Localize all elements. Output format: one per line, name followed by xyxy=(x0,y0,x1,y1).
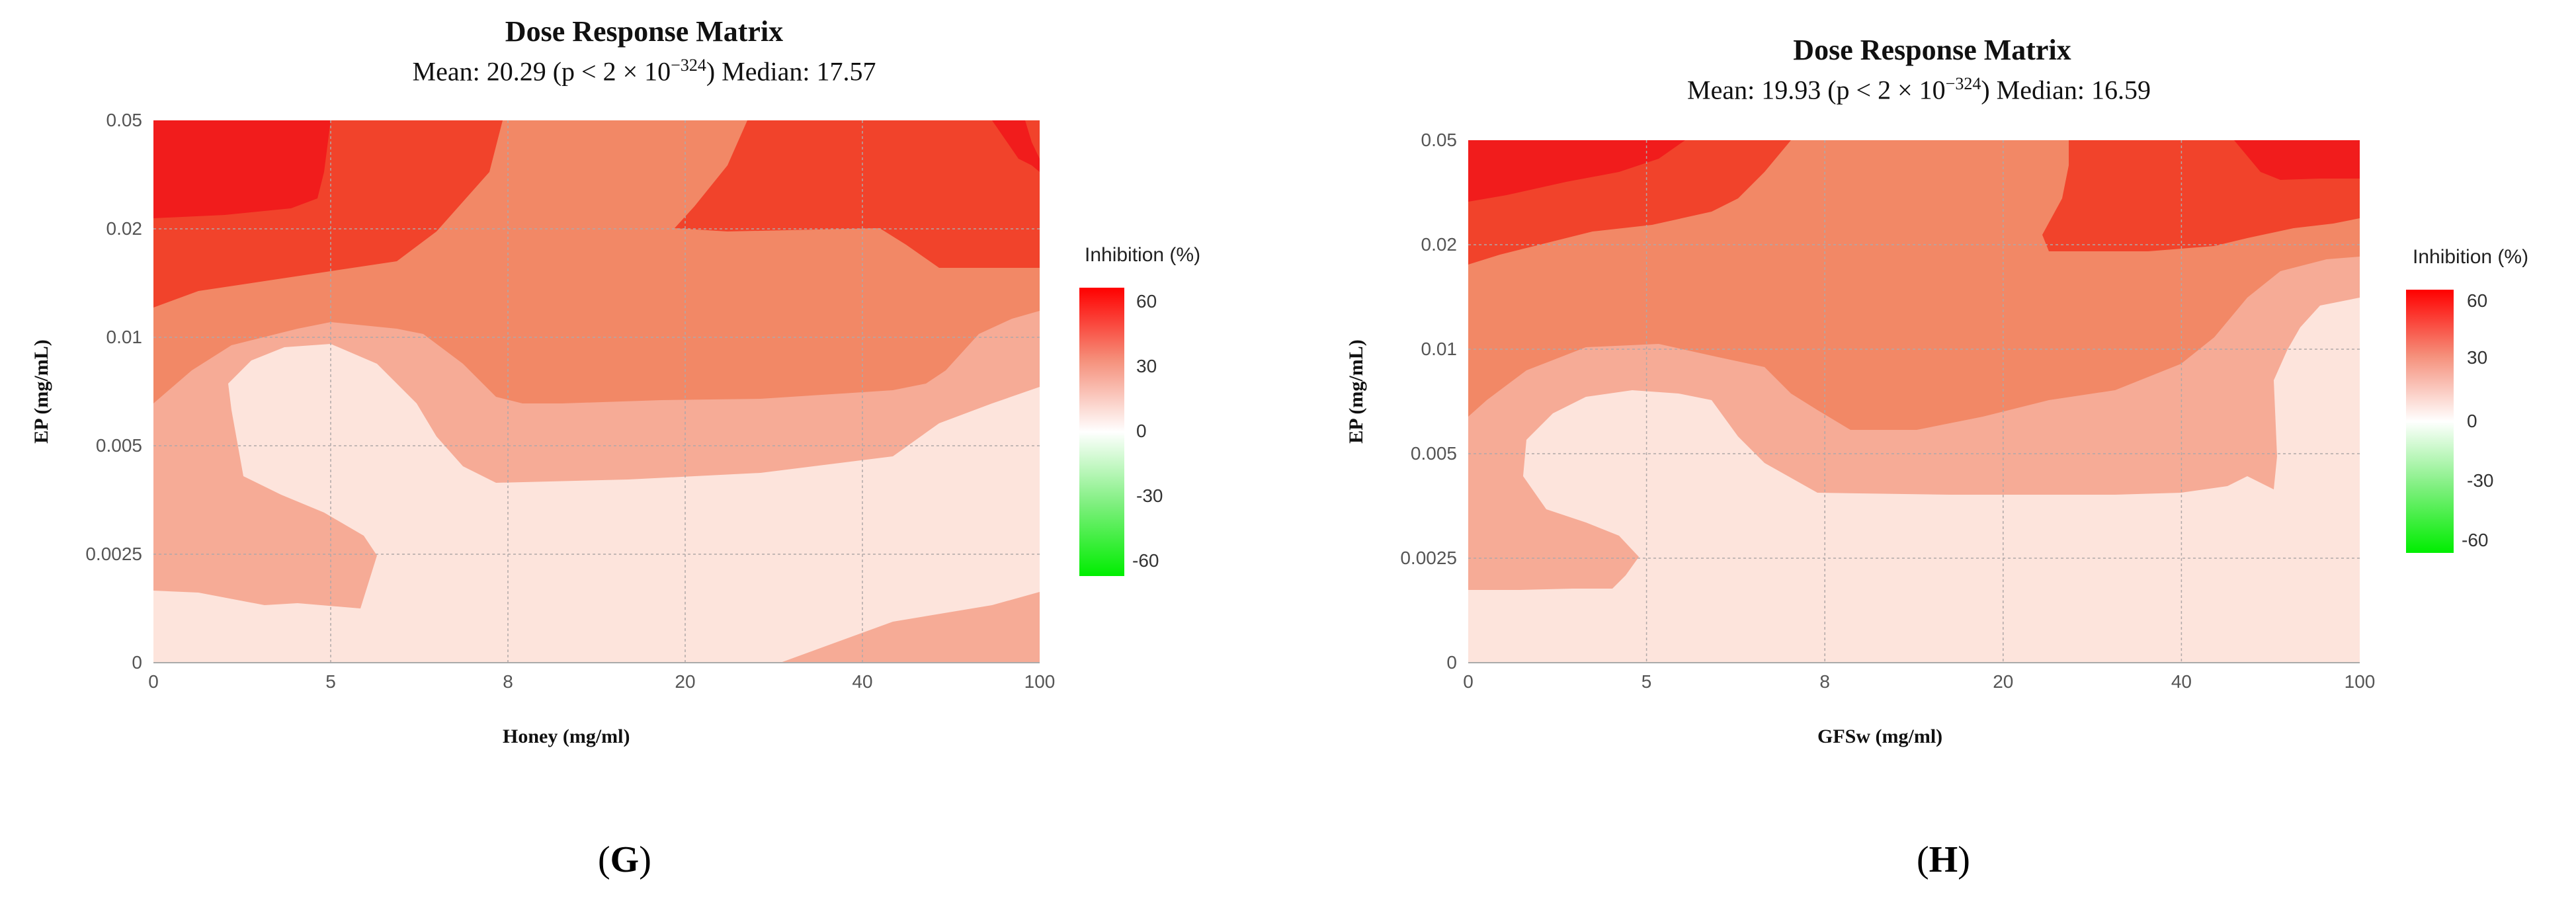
y-tick-labels: 0 0.0025 0.005 0.01 0.02 0.05 xyxy=(85,110,142,673)
x-axis-label: GFSw (mg/ml) xyxy=(1817,726,1942,747)
contour-regions xyxy=(153,120,1040,663)
y-tick: 0 xyxy=(1446,652,1457,673)
legend-tick: -60 xyxy=(2462,530,2488,550)
y-tick: 0 xyxy=(132,652,142,673)
y-tick: 0.05 xyxy=(1421,130,1458,150)
subtitle-median: ) Median: 17.57 xyxy=(706,56,876,87)
x-axis-label: Honey (mg/ml) xyxy=(503,726,630,747)
legend-tick: 60 xyxy=(2467,290,2487,311)
subtitle-p-exponent: −324 xyxy=(1945,74,1981,93)
chart-title: Dose Response Matrix xyxy=(505,15,784,48)
legend-ticks: 60 30 0 -30 -60 xyxy=(2462,290,2493,550)
subtitle-p-exponent: −324 xyxy=(671,56,706,75)
y-tick: 0.0025 xyxy=(85,544,142,564)
y-tick: 0.005 xyxy=(96,435,142,456)
chart-title: Dose Response Matrix xyxy=(1793,34,2071,66)
legend-tick: 60 xyxy=(1136,291,1157,312)
legend-ticks: 60 30 0 -30 -60 xyxy=(1132,291,1163,571)
y-axis-label: EP (mg/mL) xyxy=(1345,339,1367,444)
legend-tick: 0 xyxy=(1136,421,1147,441)
grid xyxy=(1468,140,2360,663)
x-tick-labels: 0 5 8 20 40 100 xyxy=(1463,671,2375,692)
y-tick: 0.01 xyxy=(1421,339,1458,359)
legend-tick: 30 xyxy=(1136,356,1157,376)
legend-tick: 0 xyxy=(2467,411,2477,431)
x-tick: 100 xyxy=(1024,671,1056,692)
contour-regions xyxy=(1468,140,2360,663)
x-tick: 0 xyxy=(1463,671,1474,692)
heatmap-plot: 0 0.0025 0.005 0.01 0.02 0.05 0 5 8 20 4… xyxy=(30,110,1200,747)
chart-subtitle: Mean: 20.29 (p < 2 × 10−324) Median: 17.… xyxy=(0,56,1288,87)
y-tick: 0.005 xyxy=(1411,443,1457,464)
heatmap-plot: 0 0.0025 0.005 0.01 0.02 0.05 0 5 8 20 4… xyxy=(1345,130,2528,747)
region-level-4 xyxy=(1468,140,1685,202)
panel-caption: (G) xyxy=(598,839,651,880)
caption-letter: G xyxy=(610,839,640,880)
legend-tick: -60 xyxy=(1132,550,1159,571)
subtitle-median: ) Median: 16.59 xyxy=(1981,75,2151,105)
subtitle-mean: Mean: 20.29 (p < 2 × 10 xyxy=(412,56,671,87)
legend-title: Inhibition (%) xyxy=(2413,246,2528,268)
legend-title: Inhibition (%) xyxy=(1085,244,1200,266)
region-level-4 xyxy=(153,120,331,218)
x-tick: 5 xyxy=(325,671,336,692)
y-tick-labels: 0 0.0025 0.005 0.01 0.02 0.05 xyxy=(1400,130,1457,673)
x-tick-labels: 0 5 8 20 40 100 xyxy=(148,671,1055,692)
caption-letter: H xyxy=(1929,839,1958,880)
y-tick: 0.01 xyxy=(106,327,143,347)
chart-subtitle: Mean: 19.93 (p < 2 × 10−324) Median: 16.… xyxy=(1275,74,2563,105)
legend-tick: -30 xyxy=(2467,470,2493,491)
legend-colorbar xyxy=(1079,288,1124,576)
y-tick: 0.02 xyxy=(1421,234,1458,255)
x-tick: 8 xyxy=(503,671,513,692)
x-tick: 0 xyxy=(148,671,159,692)
panel-h: Dose Response Matrix Mean: 19.93 (p < 2 … xyxy=(1288,0,2576,914)
panel-g: Dose Response Matrix Mean: 20.29 (p < 2 … xyxy=(0,15,1288,880)
legend-tick: 30 xyxy=(2467,347,2487,368)
panel-caption: (H) xyxy=(1917,839,1970,880)
y-axis-label: EP (mg/mL) xyxy=(30,339,52,444)
x-tick: 40 xyxy=(2171,671,2192,692)
legend-tick: -30 xyxy=(1136,485,1163,506)
y-tick: 0.05 xyxy=(106,110,143,130)
grid xyxy=(153,120,1040,663)
y-tick: 0.02 xyxy=(106,218,143,239)
region-level-4b xyxy=(2234,140,2360,180)
region-level-4b xyxy=(992,120,1040,172)
legend-colorbar xyxy=(2406,290,2454,553)
x-tick: 5 xyxy=(1641,671,1652,692)
region-level-3 xyxy=(153,120,1040,308)
x-tick: 20 xyxy=(675,671,695,692)
x-tick: 40 xyxy=(852,671,872,692)
x-tick: 8 xyxy=(1819,671,1830,692)
region-bottom-right xyxy=(780,592,1040,663)
x-tick: 100 xyxy=(2345,671,2376,692)
y-tick: 0.0025 xyxy=(1400,548,1457,568)
subtitle-mean: Mean: 19.93 (p < 2 × 10 xyxy=(1687,75,1946,105)
x-tick: 20 xyxy=(1993,671,2013,692)
